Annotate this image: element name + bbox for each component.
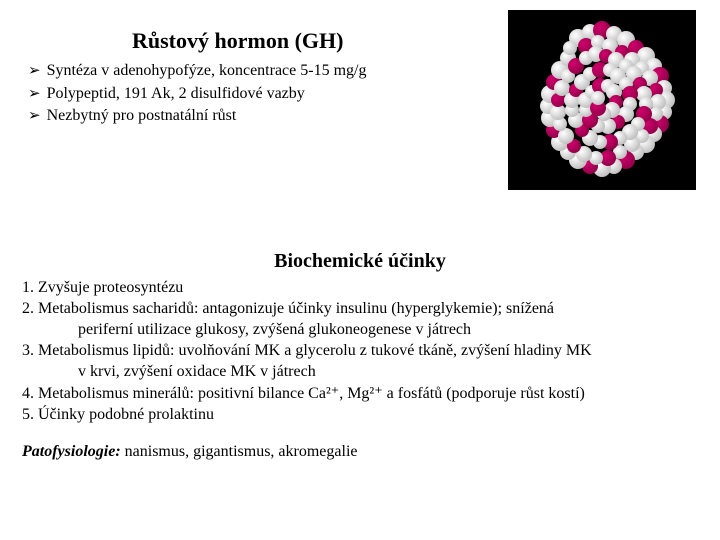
patho-text: nanismus, gigantismus, akromegalie xyxy=(121,443,358,460)
molecule-render xyxy=(508,10,696,190)
effect-continuation: v krvi, zvýšení oxidace MK v játrech xyxy=(22,361,698,382)
effects-list: 1. Zvyšuje proteosyntézu2. Metabolismus … xyxy=(22,277,698,425)
patho-lead: Patofysiologie: xyxy=(22,443,121,460)
bullet-arrow-icon: ➢ xyxy=(28,105,41,128)
bullet-text: Syntéza v adenohypofýze, koncentrace 5-1… xyxy=(47,60,367,82)
slide: Růstový hormon (GH) ➢Syntéza v adenohypo… xyxy=(0,0,720,540)
biochemical-section: Biochemické účinky 1. Zvyšuje proteosynt… xyxy=(22,250,698,461)
biochemical-title: Biochemické účinky xyxy=(22,250,698,273)
bullet-arrow-icon: ➢ xyxy=(28,83,41,106)
effect-item: 2. Metabolismus sacharidů: antagonizuje … xyxy=(22,298,698,319)
bullet-arrow-icon: ➢ xyxy=(28,60,41,83)
effect-item: 3. Metabolismus lipidů: uvolňování MK a … xyxy=(22,340,698,361)
effect-item: 4. Metabolismus minerálů: positivní bila… xyxy=(22,383,698,404)
effect-continuation: periferní utilizace glukosy, zvýšená glu… xyxy=(22,319,698,340)
pathophysiology: Patofysiologie: nanismus, gigantismus, a… xyxy=(22,443,698,461)
effect-item: 1. Zvyšuje proteosyntézu xyxy=(22,277,698,298)
bullet-text: Polypeptid, 191 Ak, 2 disulfidové vazby xyxy=(47,83,305,105)
effect-item: 5. Účinky podobné prolaktinu xyxy=(22,404,698,425)
bullet-text: Nezbytný pro postnatální růst xyxy=(47,105,237,127)
